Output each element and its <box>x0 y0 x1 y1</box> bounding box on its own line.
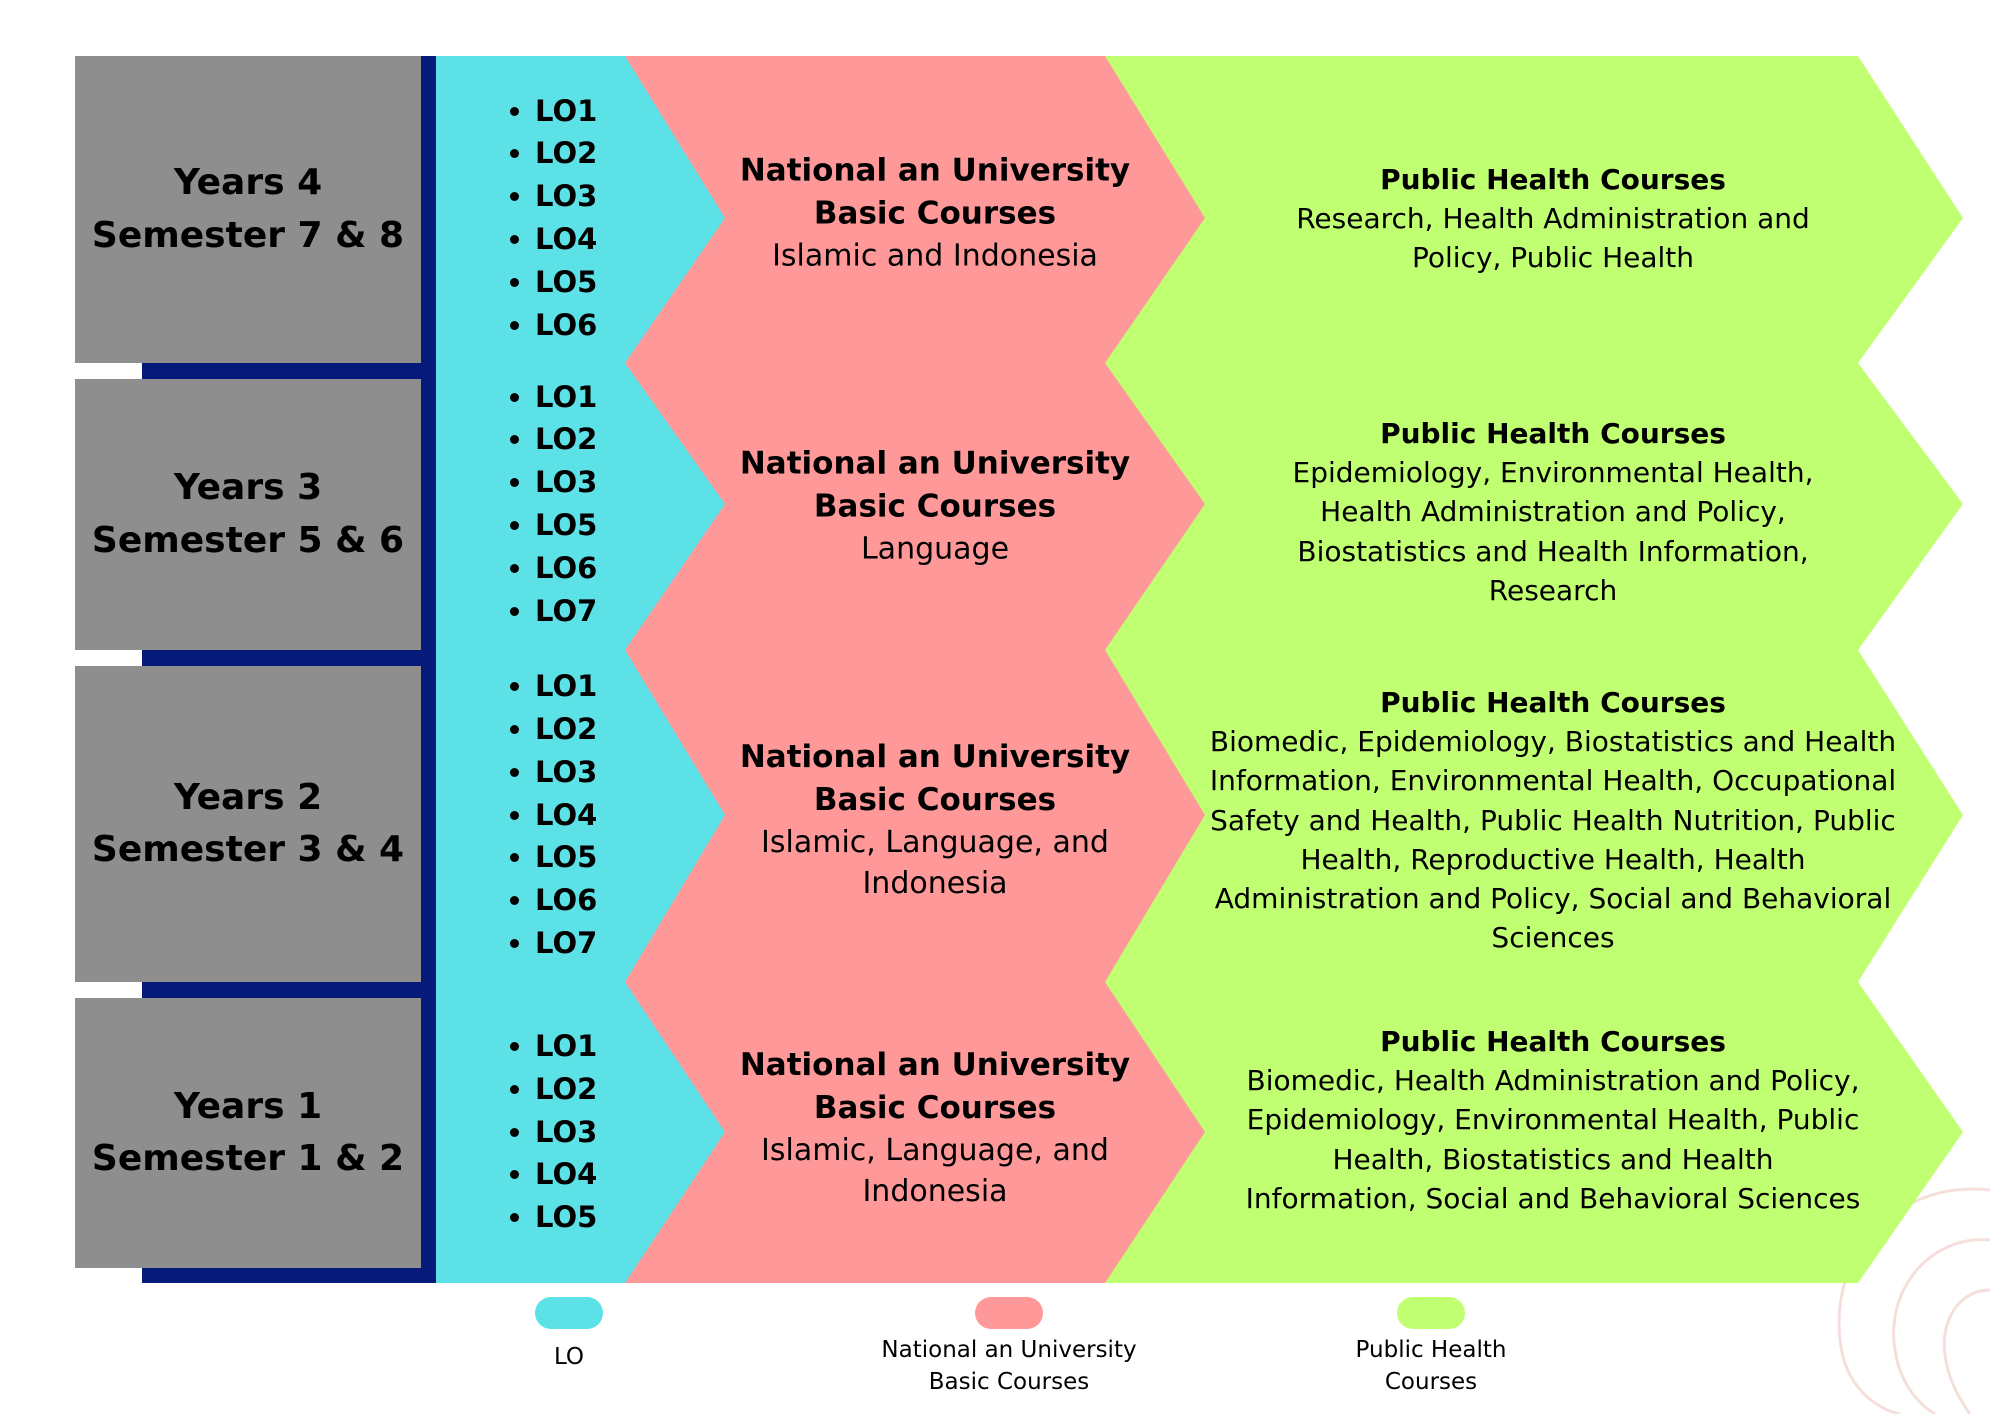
national-courses-title: National an University Basic Courses <box>739 1046 1131 1126</box>
lo-item: LO1 <box>535 1025 597 1068</box>
national-courses-text: Islamic and Indonesia <box>772 238 1098 274</box>
lo-item: LO5 <box>535 504 597 547</box>
year-box: Years 4 Semester 7 & 8 <box>75 56 421 363</box>
legend-swatch <box>975 1297 1043 1329</box>
year-box: Years 3 Semester 5 & 6 <box>75 379 421 650</box>
lo-band <box>436 56 725 1283</box>
lo-item: LO6 <box>535 879 597 922</box>
lo-item: LO4 <box>535 794 597 837</box>
semester-label: Semester 3 & 4 <box>91 829 405 870</box>
lo-item: LO2 <box>535 132 597 175</box>
legend-swatch <box>535 1297 603 1329</box>
national-courses-band <box>600 56 1205 1283</box>
lo-item: LO3 <box>535 461 597 504</box>
year-label: Years 2 <box>173 776 323 818</box>
national-courses-title: National an University Basic Courses <box>739 445 1131 525</box>
national-courses-block: National an University Basic Courses Isla… <box>725 1044 1145 1212</box>
lo-item: LO3 <box>535 175 597 218</box>
year-label: Years 4 <box>173 162 323 204</box>
public-health-text: Biomedic, Epidemiology, Biostatistics an… <box>1209 725 1897 954</box>
lo-item: LO2 <box>535 418 597 461</box>
lo-item: LO1 <box>535 376 597 419</box>
legend-label: LO <box>553 1344 585 1370</box>
lo-item: LO1 <box>535 665 597 708</box>
public-health-title: Public Health Courses <box>1380 685 1726 719</box>
national-courses-title: National an University Basic Courses <box>739 738 1131 818</box>
public-health-block: Public Health Courses Research, Health Ad… <box>1273 160 1833 278</box>
lo-item: LO1 <box>535 90 597 133</box>
national-courses-block: National an University Basic Courses Isla… <box>725 736 1145 904</box>
semester-label: Semester 5 & 6 <box>91 519 405 561</box>
lo-item: LO6 <box>535 547 597 590</box>
decorative-swirl <box>1837 1187 1991 1414</box>
lo-item: LO7 <box>535 922 597 965</box>
national-courses-block: National an University Basic Courses Isla… <box>725 150 1145 277</box>
lo-item: LO5 <box>535 836 597 879</box>
national-courses-block: National an University Basic Courses Lang… <box>725 443 1145 570</box>
lo-item: LO7 <box>535 590 597 633</box>
lo-item: LO5 <box>535 1196 597 1239</box>
public-health-title: Public Health Courses <box>1380 417 1726 451</box>
year-box: Years 2 Semester 3 & 4 <box>75 666 421 982</box>
semester-label: Semester 1 & 2 <box>91 1138 405 1179</box>
year-box: Years 1 Semester 1 & 2 <box>75 998 421 1268</box>
year-label: Years 1 <box>173 1085 323 1127</box>
public-health-title: Public Health Courses <box>1380 163 1726 197</box>
lo-item: LO3 <box>535 751 597 794</box>
public-health-block: Public Health Courses Epidemiology, Envir… <box>1253 414 1853 610</box>
public-health-band <box>1000 56 1963 1283</box>
public-health-title: Public Health Courses <box>1380 1025 1726 1059</box>
year-label: Years 3 <box>173 467 323 509</box>
public-health-text: Biomedic, Health Administration and Poli… <box>1245 1064 1861 1215</box>
band-group <box>436 56 1963 1283</box>
public-health-text: Research, Health Administration and Poli… <box>1296 202 1810 275</box>
lo-list: LO1LO2LO3LO5LO6LO7 <box>490 376 597 633</box>
lo-item: LO2 <box>535 708 597 751</box>
lo-list: LO1LO2LO3LO4LO5LO6LO7 <box>490 665 597 965</box>
lo-item: LO4 <box>535 1153 597 1196</box>
semester-label: Semester 7 & 8 <box>91 214 405 256</box>
lo-item: LO2 <box>535 1068 597 1111</box>
national-courses-text: Islamic, Language, and Indonesia <box>761 824 1109 901</box>
lo-list: LO1LO2LO3LO4LO5 <box>490 1025 597 1239</box>
national-courses-title: National an University Basic Courses <box>739 152 1131 232</box>
legend-label: Public Health Courses <box>1355 1337 1507 1396</box>
lo-item: LO4 <box>535 218 597 261</box>
public-health-block: Public Health Courses Biomedic, Health Ad… <box>1243 1022 1863 1218</box>
public-health-block: Public Health Courses Biomedic, Epidemiol… <box>1203 683 1903 957</box>
lo-item: LO3 <box>535 1111 597 1154</box>
national-courses-text: Islamic, Language, and Indonesia <box>761 1132 1109 1209</box>
public-health-text: Epidemiology, Environmental Health, Heal… <box>1292 456 1814 607</box>
lo-item: LO6 <box>535 304 597 347</box>
national-courses-text: Language <box>860 531 1010 567</box>
legend-label: National an University Basic Courses <box>881 1337 1137 1396</box>
lo-list: LO1LO2LO3LO4LO5LO6 <box>490 90 597 347</box>
lo-item: LO5 <box>535 261 597 304</box>
legend-swatch <box>1397 1297 1465 1329</box>
